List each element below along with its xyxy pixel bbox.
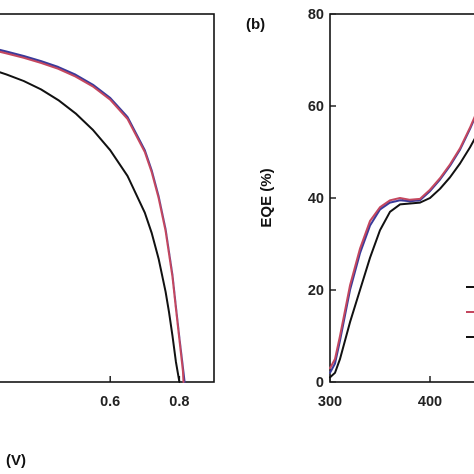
panel-a-jv-plot: 0.6 0.8 (V) — [0, 13, 215, 469]
panel-a-frame — [0, 13, 215, 383]
panel-b-y-axis-title: EQE (%) — [258, 168, 275, 227]
y-tick-label: 0 — [316, 375, 324, 391]
series-line-2 — [0, 50, 185, 383]
y-tick-label: 60 — [308, 99, 324, 115]
y-tick-label: 80 — [308, 7, 324, 23]
panel-b-label: (b) — [246, 16, 265, 33]
series-line-1 — [0, 48, 186, 383]
y-tick-label: 20 — [308, 283, 324, 299]
panel-a-series — [0, 48, 186, 383]
panel-b-series — [329, 115, 474, 379]
x-tick-label: 0.6 — [100, 394, 120, 410]
series-line-1 — [329, 117, 474, 374]
series-line-2 — [329, 115, 474, 370]
series-line-3 — [0, 71, 181, 383]
y-tick-label: 40 — [308, 191, 324, 207]
panel-b-ticks — [329, 13, 431, 383]
x-tick-label: 300 — [318, 394, 342, 410]
panel-a-x-ticks — [109, 376, 181, 382]
panel-a-x-tick-labels: 0.6 0.8 — [100, 394, 189, 410]
x-tick-label: 0.8 — [169, 394, 189, 410]
series-line-3 — [329, 137, 474, 379]
panel-b-eqe-plot: (b) 300 400 0 20 40 60 80 EQE (%) — [246, 7, 474, 410]
panel-b-tick-labels: 300 400 0 20 40 60 80 — [308, 7, 442, 410]
panel-a-x-axis-title: (V) — [6, 452, 26, 469]
panel-b-legend — [466, 286, 474, 338]
x-tick-label: 400 — [418, 394, 442, 410]
